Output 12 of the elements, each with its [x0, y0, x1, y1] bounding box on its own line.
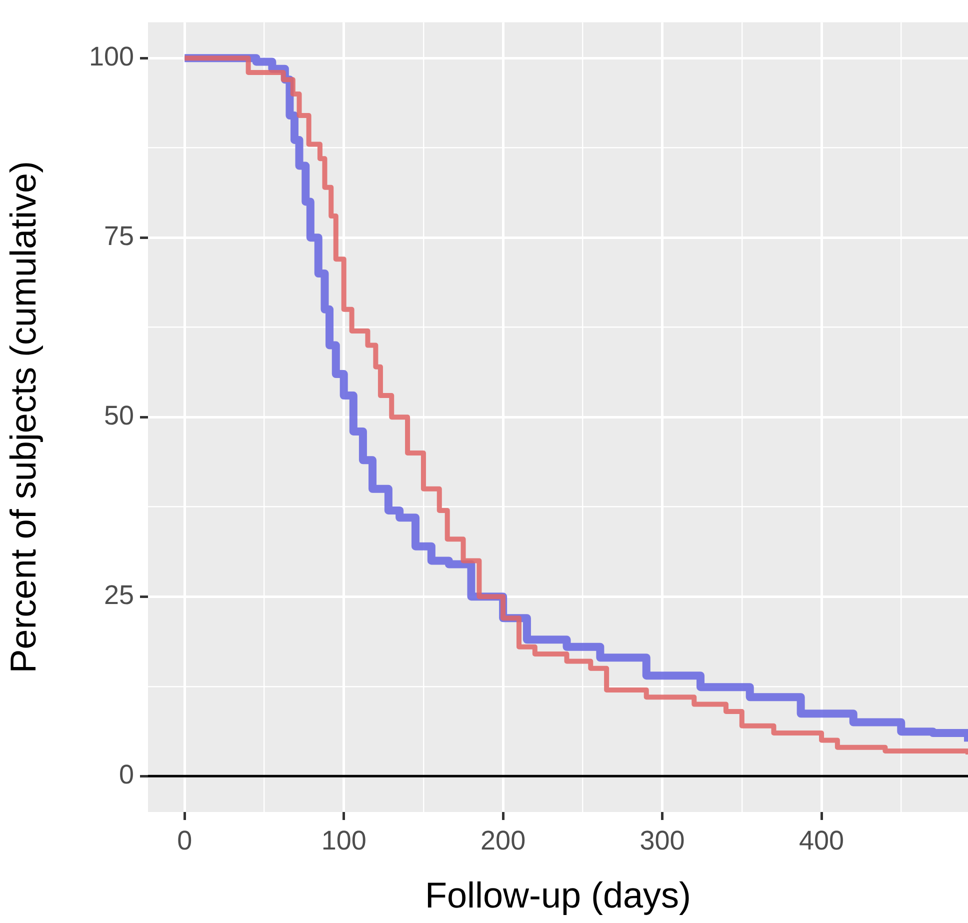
y-tick-label: 0 [118, 760, 134, 790]
x-tick-label: 200 [480, 826, 526, 856]
x-axis-title: Follow-up (days) [424, 874, 692, 916]
x-tick-label: 100 [321, 826, 366, 856]
y-tick-label: 100 [88, 42, 134, 72]
x-tick-label: 0 [177, 826, 192, 856]
y-tick-label: 75 [104, 221, 134, 252]
y-tick-label: 25 [104, 580, 134, 610]
y-tick-label: 50 [104, 400, 134, 431]
y-axis-title: Percent of subjects (cumulative) [2, 160, 44, 674]
x-tick-label: 400 [798, 826, 844, 856]
x-tick-label: 300 [640, 826, 685, 856]
